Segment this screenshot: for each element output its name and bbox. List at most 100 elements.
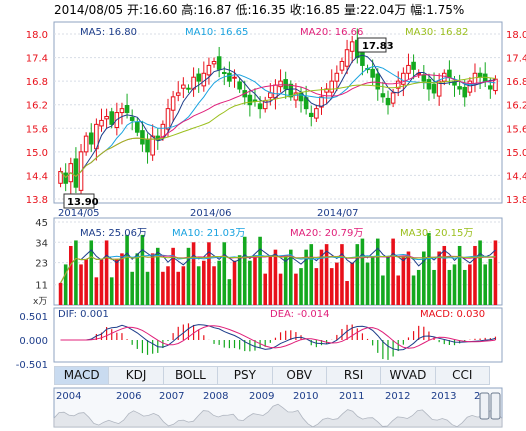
volume-bar [181,266,186,305]
navigator-year-label: 2009 [249,391,274,402]
navigator-left-handle[interactable] [479,392,490,420]
volume-bar [493,240,498,305]
macd-legend-macd: MACD: 0.030 [420,309,485,320]
candle-body [288,83,294,98]
volume-bar [125,234,129,305]
candle-body [211,61,217,65]
navigator-right-handle[interactable] [490,392,501,420]
candle-body [119,108,125,114]
candle-body [457,86,462,90]
candle-body [426,79,432,90]
quote-header: 2014/08/05 开:16.60 高:16.87 低:16.35 收:16.… [54,1,464,18]
price-legend-ma30: MA30: 16.82 [405,27,468,38]
candle-body [298,92,304,102]
navigator-panel[interactable]: 2004 2006 2007 2008 2009 2010 2011 2012 2013 2 [53,387,503,428]
indicator-tabs: MACD KDJ BOLL PSY OBV RSI WVAD CCI [54,366,490,385]
volume-bar [268,255,273,305]
candle-body [175,92,181,96]
candle-body [395,80,401,89]
quote-low: 低:16.35 [235,3,286,17]
volume-tick: 34 [35,238,48,249]
volume-tick: 11 [35,281,48,292]
volume-bar [442,245,447,305]
price-tick-right: 13.8 [506,195,526,206]
volume-bar [468,264,472,305]
candle-body [293,92,299,101]
navigator-year-label: 2006 [116,391,141,402]
candle-body [421,74,427,82]
volume-tick: 23 [35,259,48,270]
volume-bar [186,247,191,305]
volume-bar [447,269,452,305]
candle-body [124,105,130,114]
tab-kdj[interactable]: KDJ [109,367,164,384]
candle-body [349,41,355,52]
candle-body [385,97,391,106]
volume-bar [416,269,421,305]
price-panel: 18.0 18.0 17.4 17.4 16.8 16.8 16.2 16.2 15.6 15.6… [26,21,526,219]
volume-bar [237,255,242,305]
quote-change: 幅:1.75% [410,3,465,17]
candle-body [390,92,396,104]
volume-bar [355,244,360,305]
tab-psy[interactable]: PSY [218,367,273,384]
navigator-area [53,403,503,428]
quote-date: 2014/08/05 [54,3,124,17]
macd-legend-dif: DIF: 0.001 [58,309,109,320]
volume-bar [94,277,99,305]
tab-macd[interactable]: MACD [55,367,110,384]
navigator-year-label: 2004 [56,391,81,402]
candle-body [232,76,237,79]
navigator-year-label: 2010 [293,391,318,402]
candle-body [227,72,232,82]
price-tick-right: 16.2 [506,101,526,112]
volume-bar [207,242,211,305]
volume-panel: 45 34 23 11 MA5: 25.06万 MA10: 21.03万 MA20: 20.… [33,217,503,307]
price-tick-left: 16.2 [26,101,48,112]
macd-tick: 0.501 [19,312,48,323]
volume-bar [360,238,365,305]
price-tick-right: 17.4 [506,54,526,65]
volume-tick: 45 [35,218,48,229]
price-tick-right: 16.8 [506,77,526,88]
navigator-year-label: 2008 [203,391,228,402]
tab-boll[interactable]: BOLL [164,367,219,384]
volume-bar [278,273,283,305]
tab-obv[interactable]: OBV [273,367,327,384]
volume-bar [130,271,134,305]
candle-body [436,80,442,97]
max-label: 17.83 [362,41,394,52]
volume-legend-ma10: MA10: 21.03万 [172,228,245,239]
volume-bar [457,245,462,305]
tab-cci[interactable]: CCI [452,368,473,382]
candle-body [431,83,437,94]
candle-body [150,135,155,156]
volume-bar [242,236,247,305]
candle-body [278,80,283,88]
candle-body [370,68,375,78]
candle-body [186,87,191,90]
price-tick-left: 16.8 [26,77,48,88]
tab-wvad[interactable]: WVAD [381,367,436,384]
volume-bar [258,236,262,305]
volume-bar [84,258,88,305]
volume-bar [89,240,94,305]
volume-bar [314,268,319,305]
navigator-year-label: 2013 [431,391,456,402]
navigator-year-label: 2012 [385,391,410,402]
candle-body [58,171,63,184]
volume-bar [171,247,175,305]
volume-bar [222,242,227,305]
max-label-box [357,37,387,53]
price-tick-right: 18.0 [506,30,526,41]
candle-body [237,81,242,90]
volume-bar [345,281,349,305]
volume-bar [324,244,329,305]
volume-bar [135,253,140,305]
price-tick-left: 18.0 [26,30,48,41]
tab-rsi[interactable]: RSI [327,367,382,384]
quote-close: 收:16.85 [289,3,341,17]
volume-bar [273,249,278,305]
candle-body [145,138,150,153]
volume-bar [422,251,426,305]
